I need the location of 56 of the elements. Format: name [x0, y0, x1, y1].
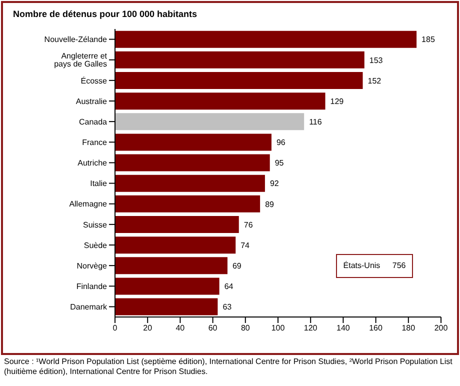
- bar: [115, 174, 265, 192]
- data-label: 69: [232, 261, 242, 270]
- x-tick-label: 20: [143, 324, 153, 333]
- bar: [115, 30, 417, 48]
- y-tick-label: Danemark: [70, 302, 108, 312]
- bar: [115, 92, 326, 110]
- y-tick-label: Italie: [90, 179, 108, 188]
- y-tick-label: France: [82, 138, 108, 147]
- y-tick-label: Nouvelle-Zélande: [44, 35, 108, 44]
- data-label: 116: [309, 117, 322, 126]
- bar: [115, 278, 220, 295]
- y-tick-label: Autriche: [78, 158, 108, 168]
- data-label: 64: [224, 282, 234, 292]
- bar: [115, 72, 363, 89]
- data-label: 74: [240, 240, 250, 250]
- bar: [115, 236, 236, 254]
- x-tick-label: 200: [434, 324, 448, 333]
- bar: [115, 298, 218, 316]
- bar: [115, 154, 270, 172]
- note-box: États-Unis 756: [336, 254, 413, 278]
- data-label: 95: [274, 158, 284, 168]
- data-label: 129: [330, 96, 344, 106]
- y-tick-label: Finlande: [76, 282, 108, 291]
- source-note: Source : ¹World Prison Population List (septième édition), International Centre for Prison Studies, ²World Prison Population List (huitième édition), International Centre for Prison Studies.: [4, 357, 454, 377]
- y-tick-label: Canada: [78, 117, 108, 126]
- y-tick-label: Suisse: [82, 220, 108, 230]
- x-tick-label: 60: [208, 324, 218, 333]
- bar: [115, 257, 228, 274]
- x-tick-label: 140: [336, 324, 350, 333]
- x-tick-label: 180: [402, 324, 416, 333]
- bar: [115, 216, 239, 233]
- bar: [115, 51, 364, 68]
- data-label: 92: [270, 179, 280, 188]
- data-label: 185: [422, 35, 436, 44]
- y-tick-label: Allemagne: [69, 200, 108, 209]
- x-tick-label: 40: [176, 324, 186, 333]
- data-label: 76: [244, 220, 254, 230]
- chart-title: Nombre de détenus pour 100 000 habitants: [13, 9, 198, 19]
- y-tick-label: Norvège: [76, 261, 108, 270]
- x-tick-label: 100: [271, 324, 286, 333]
- y-tick-label: Angleterre et pays de Galles: [54, 52, 108, 69]
- data-label: 153: [369, 56, 384, 65]
- data-label: 63: [222, 302, 232, 312]
- x-tick-label: 160: [369, 324, 384, 333]
- x-tick-label: 120: [304, 324, 318, 333]
- y-tick-label: Écosse: [80, 76, 108, 86]
- bar: [115, 113, 304, 130]
- y-tick-label: Australie: [76, 96, 108, 106]
- x-tick-label: 80: [240, 324, 250, 333]
- y-tick-label: Suède: [84, 240, 108, 250]
- data-label: 96: [276, 138, 286, 148]
- bar: [115, 195, 260, 212]
- data-label: 89: [265, 200, 275, 209]
- bar: [115, 134, 272, 151]
- data-label: 152: [368, 76, 382, 86]
- x-tick-label: 0: [112, 324, 118, 333]
